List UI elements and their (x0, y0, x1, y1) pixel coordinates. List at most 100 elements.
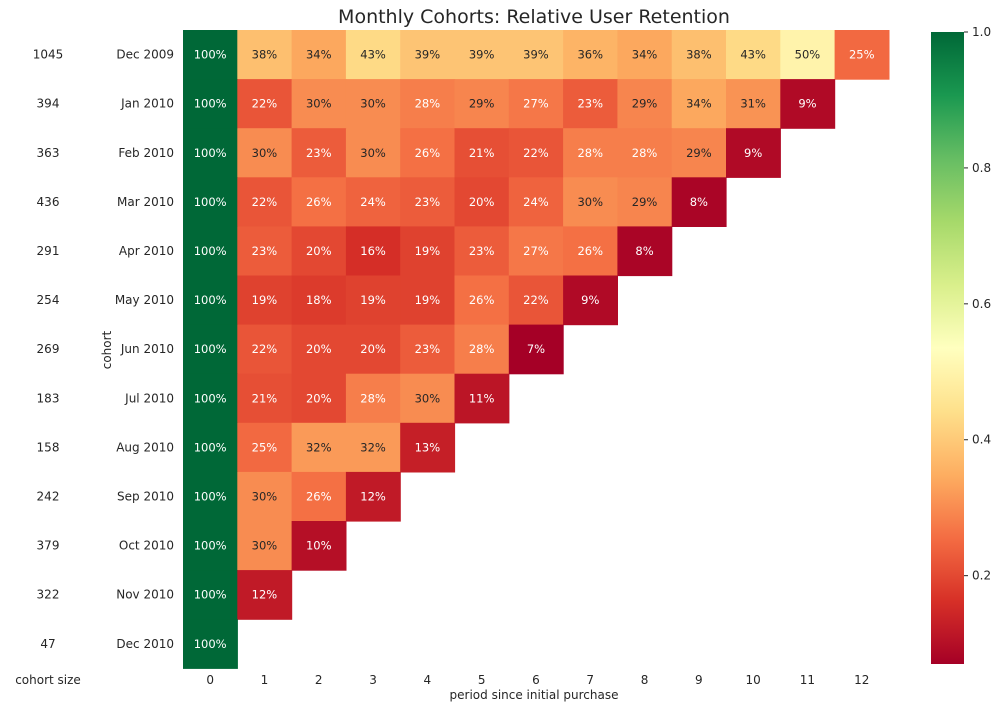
heatmap-cell (183, 30, 238, 80)
heatmap-cell (454, 30, 510, 80)
cohort-size-label: 363 (37, 146, 60, 160)
heatmap-cell (183, 275, 238, 326)
heatmap-cell (183, 570, 238, 620)
cohort-label: Apr 2010 (119, 244, 174, 258)
heatmap-cell-label: 22% (523, 146, 549, 160)
heatmap-cell (237, 373, 293, 424)
heatmap-cell (726, 30, 781, 80)
cohort-size-label: 158 (37, 440, 60, 454)
x-tick-label: 8 (641, 673, 649, 687)
heatmap-cell-label: 24% (360, 195, 386, 209)
heatmap-cell (237, 30, 293, 80)
heatmap-cell-label: 39% (523, 48, 549, 62)
heatmap-cell (508, 226, 564, 277)
chart-title: Monthly Cohorts: Relative User Retention (338, 6, 730, 28)
heatmap-cell-label: 100% (194, 588, 227, 602)
heatmap-cell-label: 19% (360, 293, 386, 307)
heatmap-cell (617, 128, 673, 178)
heatmap-cell (183, 128, 238, 178)
heatmap-cell (617, 226, 673, 277)
x-tick-label: 1 (261, 673, 269, 687)
heatmap-cell (400, 275, 456, 326)
heatmap-cell-label: 29% (686, 146, 712, 160)
heatmap-cell-label: 26% (577, 244, 603, 258)
cohort-size-label: 47 (40, 637, 55, 651)
heatmap-cell-label: 30% (360, 146, 386, 160)
heatmap-cell-label: 29% (632, 97, 658, 111)
heatmap-cell (508, 177, 564, 227)
heatmap-cell-label: 30% (577, 195, 603, 209)
heatmap-cell (345, 275, 401, 326)
cohort-label: Sep 2010 (117, 489, 174, 503)
heatmap-cell-label: 9% (798, 97, 816, 111)
heatmap-cell (454, 128, 510, 178)
cohort-size-label: 254 (37, 293, 60, 307)
colorbar-tick-label: 0.2 (972, 569, 991, 583)
heatmap-cell (617, 30, 673, 80)
heatmap-cell (345, 422, 401, 473)
cohort-label: Aug 2010 (116, 440, 174, 454)
heatmap-cell-label: 100% (194, 391, 227, 405)
heatmap-cell-labels: 100% 38% 34% 43% 39% 39% 39% 36% 34% 38% 43% 50% 25%… (194, 48, 875, 651)
heatmap-cell (291, 521, 347, 571)
heatmap-cell-label: 25% (849, 48, 875, 62)
heatmap-cell-label: 24% (523, 195, 549, 209)
heatmap-cell (183, 177, 238, 227)
colorbar-tick-label: 0.8 (972, 161, 991, 175)
heatmap-cell (726, 128, 781, 178)
heatmap-cell (237, 324, 293, 375)
cohort-labels: Dec 2009 Jan 2010 Feb 2010 Mar 2010 Apr 2010… (115, 48, 174, 651)
heatmap-cell-label: 30% (415, 391, 441, 405)
heatmap-cell (400, 177, 456, 227)
heatmap-cell-label: 100% (194, 539, 227, 553)
heatmap-cell (563, 275, 618, 326)
heatmap-cell-label: 28% (415, 97, 441, 111)
heatmap-cell (345, 226, 401, 277)
heatmap-cell (291, 275, 347, 326)
heatmap-cell (237, 275, 293, 326)
x-tick-label: 6 (532, 673, 540, 687)
heatmap-cell (671, 128, 727, 178)
heatmap-cell-label: 30% (252, 489, 278, 503)
colorbar-tick-label: 0.6 (972, 297, 991, 311)
heatmap-cell (183, 226, 238, 277)
cohort-size-label: 379 (37, 539, 60, 553)
heatmap-cell (183, 79, 238, 129)
heatmap-cell (183, 619, 238, 669)
heatmap-cell-label: 38% (252, 48, 278, 62)
heatmap-cell (508, 275, 564, 326)
heatmap-cell (617, 177, 673, 227)
cohort-size-label: 436 (37, 195, 60, 209)
heatmap-cell-label: 7% (527, 342, 545, 356)
heatmap-cell (183, 324, 238, 375)
heatmap-cell-label: 43% (360, 48, 386, 62)
heatmap-cell-label: 19% (415, 293, 441, 307)
heatmap-cell-label: 28% (360, 391, 386, 405)
heatmap-cell-label: 22% (252, 342, 278, 356)
x-axis-label: period since initial purchase (450, 688, 619, 702)
heatmap-cell (183, 422, 238, 473)
heatmap-cell-label: 28% (577, 146, 603, 160)
heatmap-cell (454, 324, 510, 375)
heatmap-cell-label: 21% (469, 146, 495, 160)
heatmap-cell-label: 27% (523, 97, 549, 111)
heatmap-cell (508, 79, 564, 129)
heatmap-cell-label: 32% (306, 440, 332, 454)
x-tick-labels: 0 1 2 3 4 5 6 7 8 9 10 11 12 (206, 673, 869, 687)
x-tick-label: 12 (854, 673, 869, 687)
side-table-header: cohort size (15, 673, 81, 687)
x-tick-label: 2 (315, 673, 323, 687)
heatmap-cell-label: 100% (194, 293, 227, 307)
heatmap-cell (726, 79, 781, 129)
heatmap-cell (454, 373, 510, 424)
heatmap-cell-label: 100% (194, 637, 227, 651)
heatmap-cell (508, 324, 564, 375)
heatmap-cell-label: 20% (306, 244, 332, 258)
cohort-label: Jun 2010 (120, 342, 174, 356)
heatmap-cell-label: 23% (252, 244, 278, 258)
heatmap-cell (454, 275, 510, 326)
heatmap-cell (237, 177, 293, 227)
heatmap-cell (183, 373, 238, 424)
heatmap-cell (400, 30, 456, 80)
heatmap-cell-label: 29% (632, 195, 658, 209)
